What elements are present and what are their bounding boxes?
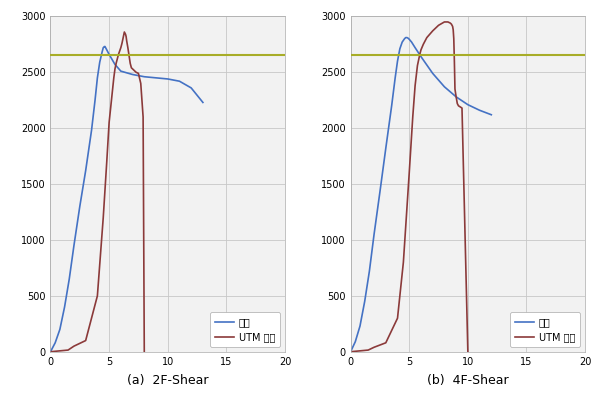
X-axis label: (b)  4F-Shear: (b) 4F-Shear [427,373,508,387]
X-axis label: (a)  2F-Shear: (a) 2F-Shear [127,373,208,387]
Legend: 해석, UTM 로거: 해석, UTM 로거 [510,312,580,347]
Legend: 해석, UTM 로거: 해석, UTM 로거 [210,312,280,347]
